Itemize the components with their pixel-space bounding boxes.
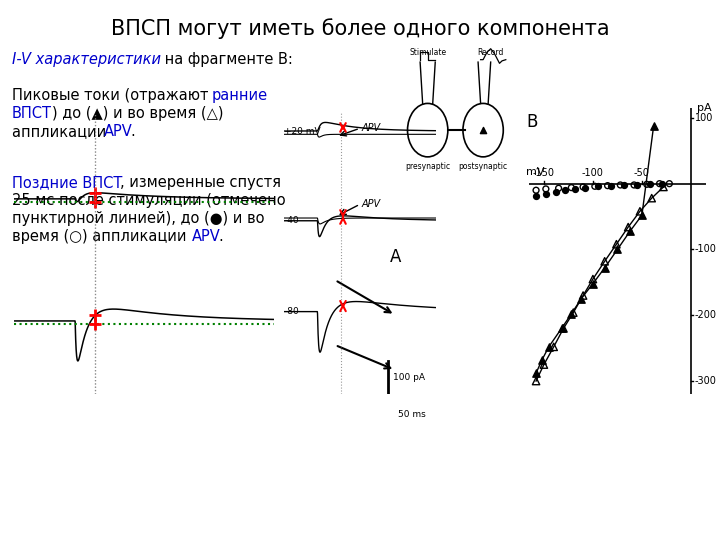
- Point: [477, 126, 489, 134]
- Point: [624, 227, 636, 235]
- Point: [540, 189, 552, 198]
- Text: I-V характеристики: I-V характеристики: [12, 52, 161, 67]
- Point: [592, 182, 603, 191]
- Point: [602, 181, 613, 190]
- Point: [566, 183, 577, 192]
- Text: аппликации: аппликации: [12, 124, 111, 139]
- Text: B: B: [526, 113, 538, 131]
- Text: .: .: [130, 124, 135, 139]
- Point: [556, 324, 567, 333]
- Text: ВПСП могут иметь более одного компонента: ВПСП могут иметь более одного компонента: [111, 18, 609, 39]
- Point: [548, 342, 559, 351]
- Point: [615, 181, 626, 190]
- Text: Пиковые токи (отражают: Пиковые токи (отражают: [12, 88, 213, 103]
- Point: [577, 291, 589, 300]
- Point: [634, 207, 646, 215]
- Text: A: A: [390, 248, 401, 266]
- Text: APV: APV: [362, 123, 381, 133]
- Text: -300: -300: [695, 376, 716, 386]
- Point: [631, 181, 643, 190]
- Text: APV: APV: [192, 229, 221, 244]
- Point: [664, 179, 675, 188]
- Text: ) до (▲) и во время (△): ) до (▲) и во время (△): [52, 106, 223, 121]
- Text: postsynaptic: postsynaptic: [459, 162, 508, 171]
- Point: [654, 179, 665, 188]
- Point: [641, 180, 652, 188]
- Point: [580, 183, 591, 192]
- Point: [612, 245, 624, 254]
- Point: [531, 191, 542, 200]
- Point: [629, 181, 640, 190]
- Text: 50 ms: 50 ms: [398, 410, 426, 418]
- Text: -100: -100: [695, 245, 716, 254]
- Text: , измеренные спустя: , измеренные спустя: [120, 175, 281, 190]
- Point: [543, 342, 554, 351]
- Text: pA: pA: [697, 103, 711, 113]
- Point: [646, 194, 657, 202]
- Point: [648, 122, 660, 130]
- Point: [570, 185, 581, 193]
- Text: APV: APV: [104, 124, 132, 139]
- Text: Record: Record: [477, 48, 504, 57]
- Text: .: .: [218, 229, 222, 244]
- Point: [622, 223, 634, 232]
- Point: [540, 185, 552, 193]
- Text: 100 pA: 100 pA: [393, 373, 425, 382]
- Text: время (○) аппликации: время (○) аппликации: [12, 229, 191, 244]
- Point: [657, 183, 669, 191]
- Text: ВПСТ: ВПСТ: [12, 106, 52, 121]
- Point: [567, 308, 579, 317]
- Text: -40: -40: [284, 216, 299, 225]
- Point: [636, 211, 648, 220]
- Point: [599, 257, 611, 266]
- Text: пунктирной линией), до (●) и во: пунктирной линией), до (●) и во: [12, 211, 264, 226]
- Text: +20 mV: +20 mV: [284, 126, 321, 136]
- Point: [587, 275, 598, 284]
- Text: -100: -100: [582, 168, 604, 178]
- Text: 25 мс после стимуляции (отмечено: 25 мс после стимуляции (отмечено: [12, 193, 286, 208]
- Point: [605, 181, 616, 190]
- Text: на фрагменте В:: на фрагменте В:: [160, 52, 293, 67]
- Point: [587, 279, 598, 288]
- Point: [531, 377, 542, 386]
- Text: 100: 100: [695, 113, 714, 123]
- Point: [577, 183, 589, 191]
- Text: -50: -50: [634, 168, 650, 178]
- Point: [550, 187, 562, 196]
- Text: Поздние ВПСТ: Поздние ВПСТ: [12, 175, 122, 190]
- Point: [644, 180, 655, 188]
- Point: [599, 264, 611, 272]
- Text: -200: -200: [695, 310, 717, 320]
- Point: [618, 181, 630, 190]
- Text: Stimulate: Stimulate: [409, 48, 446, 57]
- Point: [536, 356, 548, 364]
- Point: [589, 182, 600, 191]
- Point: [559, 186, 571, 194]
- Point: [611, 240, 622, 248]
- Text: -150: -150: [533, 168, 555, 178]
- Point: [656, 179, 667, 188]
- Text: APV: APV: [362, 199, 381, 209]
- Text: mV: mV: [526, 167, 545, 177]
- Point: [538, 360, 549, 369]
- Point: [558, 324, 570, 333]
- Point: [531, 186, 542, 194]
- Point: [531, 369, 542, 377]
- Text: ранние: ранние: [212, 88, 268, 103]
- Text: -80: -80: [284, 307, 299, 316]
- Point: [553, 184, 564, 193]
- Point: [575, 294, 587, 303]
- Text: presynaptic: presynaptic: [405, 162, 450, 171]
- Point: [566, 309, 577, 318]
